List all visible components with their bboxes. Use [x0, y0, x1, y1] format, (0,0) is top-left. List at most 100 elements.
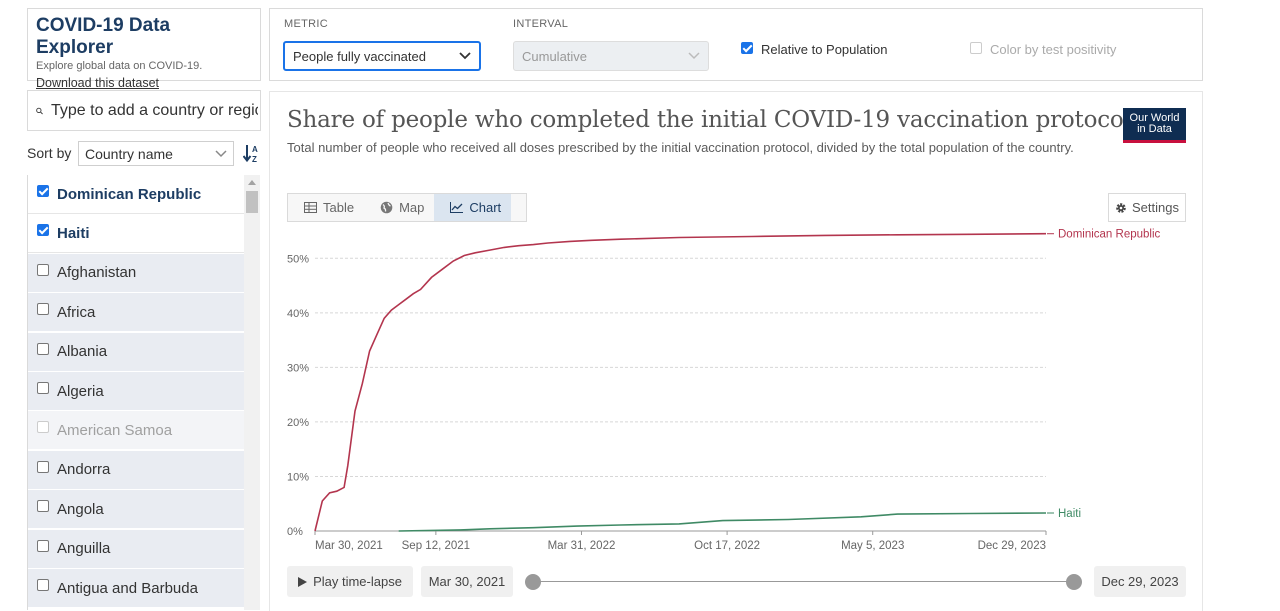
gear-icon [1116, 202, 1126, 213]
logo-line-1: Our World [1129, 112, 1180, 124]
country-name: Africa [57, 303, 96, 321]
checkbox-unchecked[interactable] [37, 263, 49, 276]
list-item[interactable]: Albania [28, 332, 244, 372]
sort-order-icon[interactable]: A Z [243, 143, 261, 163]
list-item[interactable]: Dominican Republic [28, 175, 244, 214]
scroll-up-arrow[interactable] [248, 180, 256, 185]
list-item[interactable]: Antigua and Barbuda [28, 569, 244, 608]
timeline-start-handle[interactable] [525, 574, 541, 590]
svg-text:Z: Z [252, 155, 257, 163]
x-tick-label: Oct 17, 2022 [694, 540, 760, 552]
series-label: Dominican Republic [1058, 229, 1161, 241]
timeline-end-date[interactable]: Dec 29, 2023 [1094, 566, 1186, 597]
interval-dropdown: Cumulative [513, 41, 709, 71]
checkbox-unchecked[interactable] [37, 500, 49, 513]
tab-map[interactable]: Map [364, 194, 434, 221]
search-input[interactable] [49, 100, 260, 121]
chart-subtitle: Total number of people who received all … [287, 140, 1074, 155]
list-item: American Samoa [28, 411, 244, 451]
x-tick-label: May 5, 2023 [841, 540, 904, 552]
country-name: Dominican Republic [57, 185, 202, 203]
checkbox-unchecked[interactable] [37, 539, 49, 552]
timeline-start-date[interactable]: Mar 30, 2021 [421, 566, 513, 597]
list-item[interactable]: Angola [28, 490, 244, 530]
search-icon [36, 107, 43, 114]
color-by-positivity-checkbox: Color by test positivity [970, 41, 1117, 57]
download-link[interactable]: Download this dataset [36, 76, 159, 90]
checkbox-checked[interactable] [37, 224, 49, 237]
chevron-down-icon [459, 52, 471, 60]
y-tick-label: 50% [287, 253, 309, 265]
timeline-track[interactable] [533, 581, 1074, 582]
series-line [314, 232, 1047, 532]
relative-label: Relative to Population [761, 42, 888, 57]
list-item[interactable]: Afghanistan [28, 253, 244, 293]
checkbox-unchecked[interactable] [37, 579, 49, 591]
interval-value: Cumulative [522, 48, 588, 64]
checkbox-unchecked [970, 41, 982, 54]
svg-text:A: A [252, 145, 258, 154]
list-item[interactable]: Andorra [28, 450, 244, 490]
checkbox-unchecked[interactable] [37, 382, 49, 394]
checkbox-checked[interactable] [37, 185, 49, 197]
x-tick-label: Dec 29, 2023 [978, 540, 1046, 552]
y-tick-label: 40% [287, 308, 309, 320]
sort-label: Sort by [27, 145, 72, 161]
y-tick-label: 20% [287, 417, 309, 429]
scroll-thumb[interactable] [246, 191, 258, 213]
line-chart-icon [450, 202, 464, 213]
tab-table-label: Table [323, 200, 355, 215]
sort-select[interactable]: Country name [78, 141, 234, 166]
globe-icon [380, 201, 393, 214]
x-tick-label: Mar 30, 2021 [315, 540, 383, 552]
series-label: Haiti [1058, 508, 1081, 520]
line-chart[interactable]: 0% 10% 20% 30% 40% 50% Mar 30, 2021 Sep 12, 202… [269, 228, 1203, 558]
chevron-down-icon [215, 149, 227, 157]
country-name: Andorra [57, 461, 111, 479]
country-name: Haiti [57, 224, 90, 242]
y-tick-label: 10% [287, 471, 309, 483]
controls-bar: METRIC People fully vaccinated INTERVAL … [269, 8, 1203, 81]
checkbox-checked[interactable] [741, 41, 753, 54]
list-item[interactable]: Africa [28, 293, 244, 333]
x-tick-label: Sep 12, 2021 [402, 540, 470, 552]
relative-to-population-checkbox[interactable]: Relative to Population [741, 41, 888, 57]
country-name: American Samoa [57, 421, 173, 439]
country-name: Afghanistan [57, 264, 137, 282]
country-name: Antigua and Barbuda [57, 579, 198, 597]
list-scrollbar[interactable] [244, 175, 260, 610]
country-name: Angola [57, 500, 104, 518]
series-line [398, 512, 1047, 532]
country-name: Anguilla [57, 540, 111, 558]
app-title: COVID-19 Data Explorer [36, 15, 171, 58]
country-search[interactable] [27, 90, 261, 131]
table-icon [304, 202, 317, 213]
view-tabs: Table Map Chart [287, 193, 527, 222]
checkbox-unchecked[interactable] [37, 303, 49, 316]
list-item[interactable]: Anguilla [28, 529, 244, 569]
y-tick-label: 0% [287, 526, 303, 538]
chevron-down-icon [688, 52, 700, 60]
metric-label: METRIC [284, 18, 328, 30]
checkbox-unchecked[interactable] [37, 342, 49, 355]
timeline-end-handle[interactable] [1066, 574, 1082, 590]
country-list[interactable]: Dominican Republic Haiti Afghanistan Africa… [27, 175, 261, 610]
tab-chart[interactable]: Chart [434, 194, 512, 221]
play-label: Play time-lapse [313, 574, 402, 589]
chart-title: Share of people who completed the initia… [287, 107, 1131, 133]
settings-label: Settings [1132, 200, 1179, 215]
metric-dropdown[interactable]: People fully vaccinated [283, 41, 481, 71]
checkbox-unchecked [37, 421, 49, 434]
list-item[interactable]: Algeria [28, 372, 244, 411]
app-subtitle: Explore global data on COVID-19. [36, 60, 203, 72]
checkbox-unchecked[interactable] [37, 460, 49, 473]
tab-table[interactable]: Table [288, 194, 364, 221]
list-item[interactable]: Haiti [28, 214, 244, 254]
color-label: Color by test positivity [990, 42, 1117, 57]
country-name: Albania [57, 343, 108, 361]
settings-button[interactable]: Settings [1108, 193, 1186, 222]
play-timelapse-button[interactable]: Play time-lapse [287, 566, 413, 597]
tab-chart-label: Chart [469, 200, 502, 215]
sort-value: Country name [85, 145, 173, 162]
owid-logo[interactable]: Our World in Data [1123, 108, 1186, 143]
